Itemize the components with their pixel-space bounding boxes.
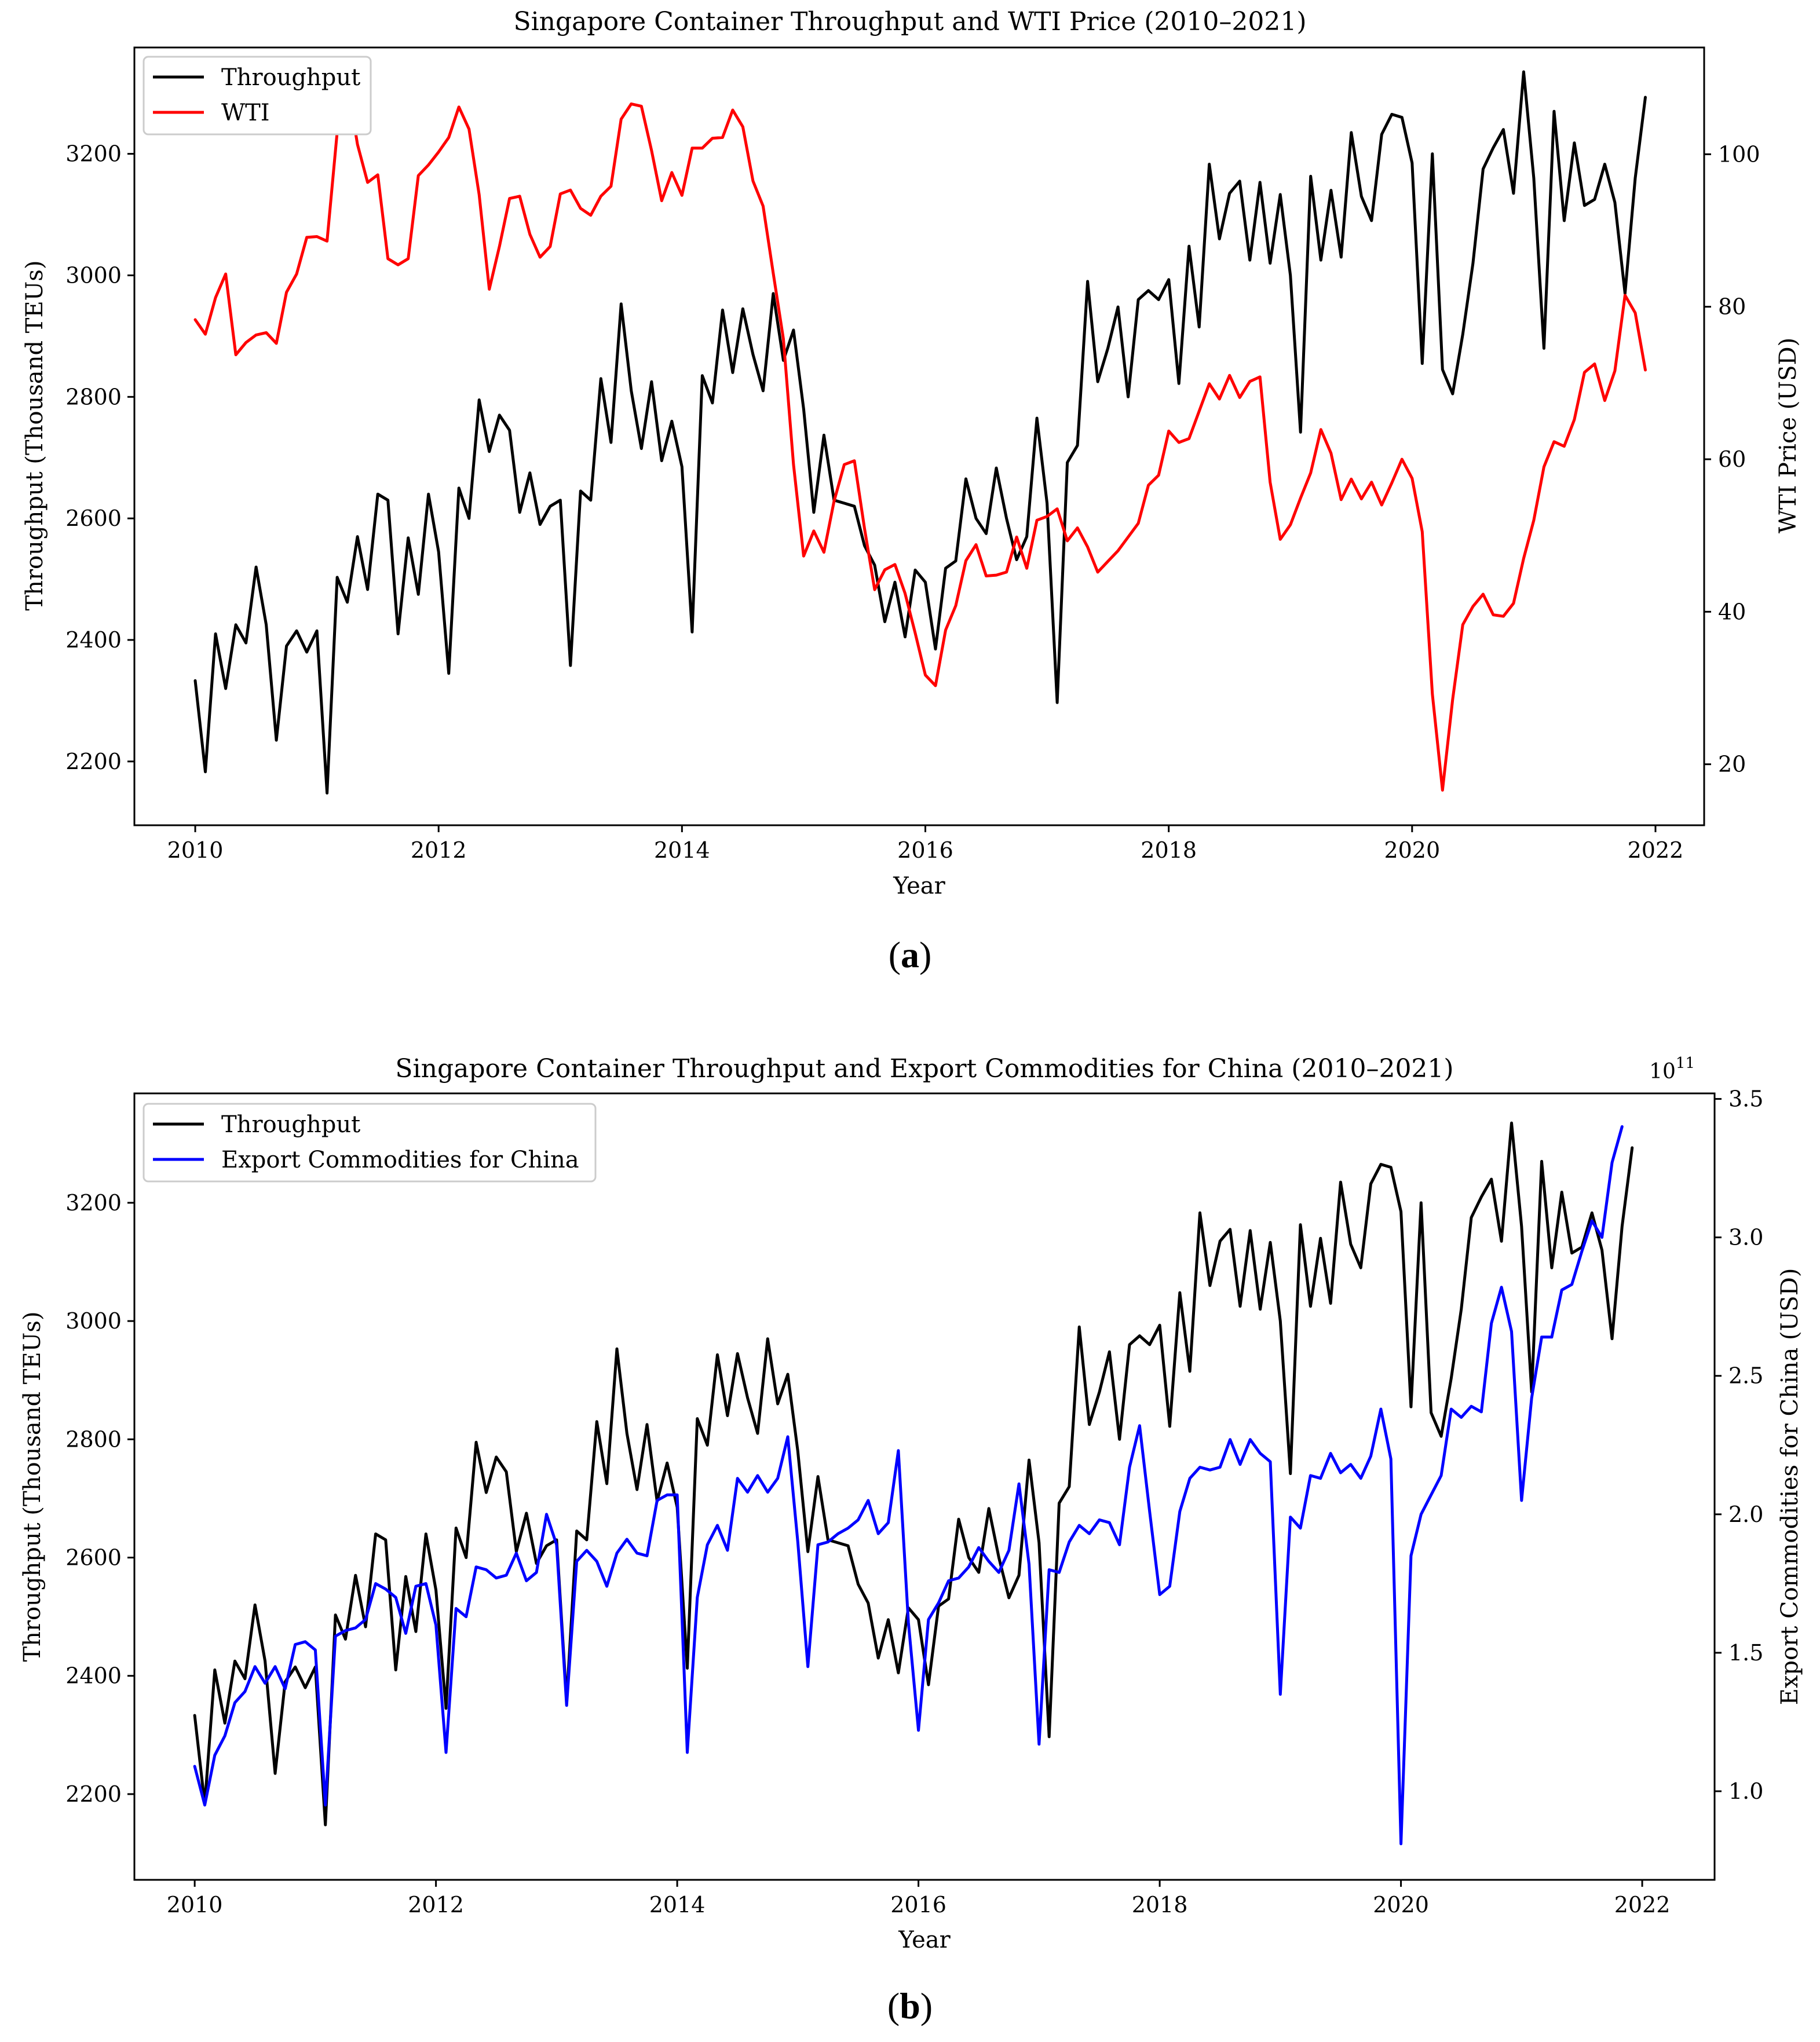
legend: Throughput Export Commodities for China: [142, 1103, 597, 1183]
x-tick-label: 2016: [897, 837, 953, 863]
y-tick-label-left: 2600: [65, 506, 122, 531]
x-tick-label: 2014: [654, 837, 710, 863]
y-tick-label-left: 3200: [65, 141, 122, 167]
x-tick-label: 2010: [167, 837, 224, 863]
caption-a: (a): [889, 934, 932, 975]
chart-panel-a: Singapore Container Throughput and WTI P…: [21, 7, 1801, 899]
chart-panel-b: Singapore Container Throughput and Expor…: [19, 1054, 1803, 1953]
caption-letter: b: [900, 1985, 920, 2026]
tick-layer: 2010 2012 2014 2016 2018 2020 2022 2200 2400 2600…: [65, 1086, 1763, 1917]
y-tick-label-left: 2200: [65, 749, 122, 774]
caption-open: (: [889, 934, 901, 975]
y-tick-label-left: 2800: [65, 384, 122, 409]
legend: Throughput WTI: [142, 56, 372, 136]
offset-exponent: 11: [1676, 1055, 1695, 1072]
y-tick-label-right: 80: [1718, 294, 1746, 320]
x-tick-label: 2010: [167, 1892, 223, 1917]
series-line-throughput: [193, 1121, 1634, 1827]
caption-close: ): [920, 1985, 933, 2026]
y-tick-label-left: 2200: [65, 1781, 122, 1807]
y-tick-label-right: 40: [1718, 599, 1746, 624]
y-tick-label-left: 3000: [65, 262, 122, 288]
y-tick-label-left: 2800: [65, 1426, 122, 1452]
y-tick-label-left: 2400: [65, 627, 122, 653]
series-layer: [193, 1121, 1634, 1846]
offset-base: 10: [1649, 1060, 1676, 1084]
x-tick-label: 2020: [1384, 837, 1440, 863]
legend-label-wti: WTI: [221, 100, 270, 126]
y-tick-label-right: 3.5: [1728, 1086, 1763, 1112]
y-axis-label-right: Export Commodities for China (USD): [1777, 1268, 1803, 1706]
y-tick-label-right: 1.5: [1728, 1640, 1763, 1666]
chart-title: Singapore Container Throughput and WTI P…: [513, 7, 1306, 36]
series-line-throughput: [193, 70, 1647, 795]
x-tick-label: 2020: [1373, 1892, 1429, 1917]
y-tick-label-left: 2400: [65, 1663, 122, 1689]
x-tick-label: 2014: [649, 1892, 706, 1917]
series-line-wti: [193, 80, 1647, 792]
series-line-export-commodities-for-china: [193, 1125, 1624, 1846]
y-axis-label-left: Throughput (Thousand TEUs): [19, 1312, 46, 1662]
x-axis-label: Year: [893, 873, 945, 899]
y-tick-label-right: 2.5: [1728, 1363, 1763, 1389]
legend-label-throughput: Throughput: [221, 1111, 360, 1138]
y-tick-label-right: 20: [1718, 752, 1746, 777]
x-tick-label: 2022: [1614, 1892, 1671, 1917]
offset-text: 1011: [1649, 1055, 1695, 1084]
y-axis-label-left: Throughput (Thousand TEUs): [21, 261, 48, 611]
tick-layer: 2010 2012 2014 2016 2018 2020 2022 2200 2400 2600…: [65, 141, 1760, 863]
legend-label-throughput: Throughput: [221, 64, 360, 91]
caption-close: ): [919, 934, 931, 975]
legend-label-export: Export Commodities for China: [221, 1147, 579, 1173]
y-tick-label-right: 1.0: [1728, 1778, 1763, 1804]
caption-b: (b): [887, 1985, 933, 2026]
y-tick-label-left: 3000: [65, 1308, 122, 1334]
x-tick-label: 2016: [890, 1892, 946, 1917]
plot-frame: [133, 46, 1705, 826]
y-tick-label-right: 100: [1718, 141, 1760, 167]
x-tick-label: 2022: [1628, 837, 1684, 863]
y-axis-label-right: WTI Price (USD): [1775, 338, 1801, 533]
caption-letter: a: [901, 934, 919, 975]
x-tick-label: 2012: [411, 837, 467, 863]
x-axis-label: Year: [898, 1927, 951, 1953]
legend-box: [142, 1103, 597, 1183]
x-tick-label: 2018: [1141, 837, 1197, 863]
series-layer: [193, 70, 1647, 795]
y-tick-label-right: 60: [1718, 447, 1746, 472]
y-tick-label-left: 2600: [65, 1545, 122, 1571]
caption-open: (: [887, 1985, 900, 2026]
y-tick-label-right: 2.0: [1728, 1502, 1763, 1527]
chart-title: Singapore Container Throughput and Expor…: [395, 1054, 1453, 1084]
y-tick-label-right: 3.0: [1728, 1225, 1763, 1250]
x-tick-label: 2012: [408, 1892, 464, 1917]
x-tick-label: 2018: [1132, 1892, 1188, 1917]
y-tick-label-left: 3200: [65, 1190, 122, 1216]
plot-frame: [133, 1092, 1716, 1881]
